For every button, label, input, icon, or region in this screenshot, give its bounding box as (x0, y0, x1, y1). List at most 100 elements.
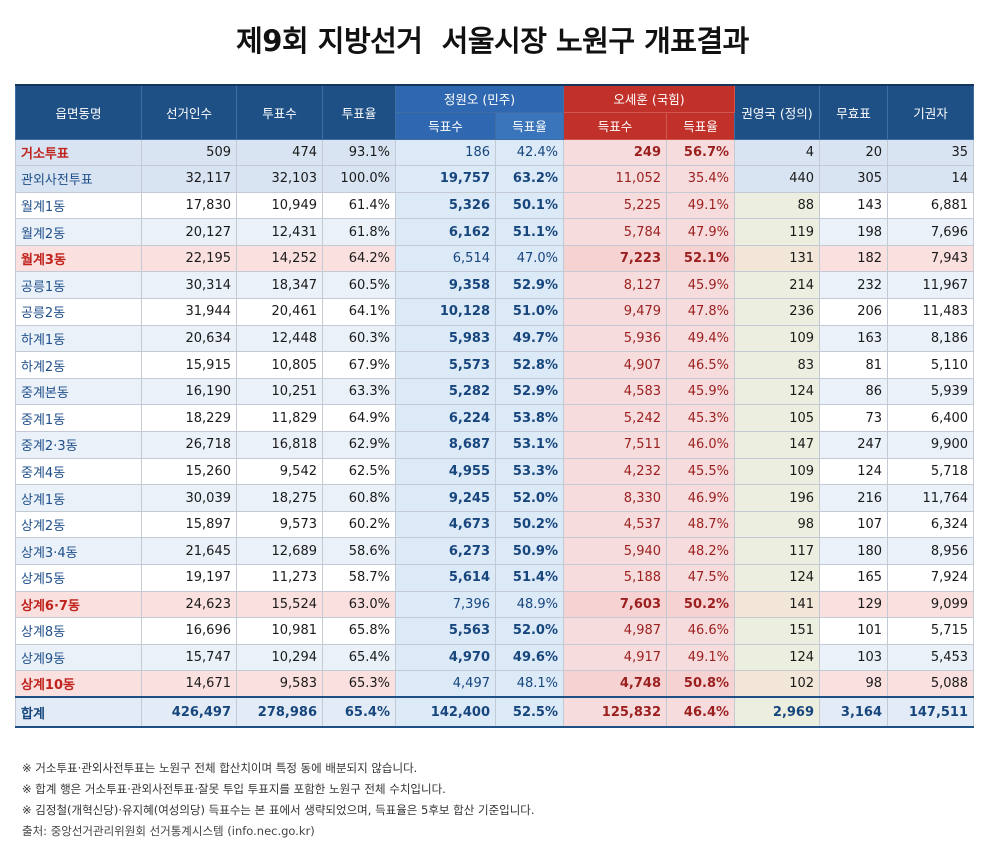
cell-o-votes: 5,936 (563, 324, 668, 353)
cell-voters: 9,573 (236, 510, 323, 539)
cell-abstain: 5,715 (887, 617, 975, 645)
cell-turnout: 61.8% (322, 218, 396, 246)
footnotes: ※ 거소투표·관외사전투표는 노원구 전체 합산치이며 특정 동에 배분되지 않… (22, 758, 972, 842)
cell-invalid: 103 (819, 643, 889, 672)
cell-o-votes: 4,537 (563, 510, 668, 539)
cell-g-votes: 4,970 (395, 643, 496, 672)
cell-electors: 15,897 (141, 510, 237, 539)
cell-electors: 19,197 (141, 564, 237, 592)
cell-name: 관외사전투표 (15, 165, 142, 193)
cell-k-votes: 214 (734, 271, 821, 300)
cell-k-votes: 124 (734, 564, 821, 592)
cell-g-votes: 5,282 (395, 377, 496, 406)
header-cand1-rate: 득표율 (494, 111, 565, 140)
cell-o-rate: 45.9% (666, 271, 736, 300)
cell-turnout: 62.9% (322, 431, 396, 459)
cell-invalid: 86 (819, 377, 889, 406)
total-invalid: 3,164 (819, 696, 889, 729)
cell-invalid: 232 (819, 271, 889, 300)
total-o-rate: 46.4% (666, 696, 736, 729)
cell-abstain: 8,956 (887, 537, 975, 565)
cell-o-votes: 5,188 (563, 564, 668, 592)
cell-electors: 17,830 (141, 191, 237, 220)
cell-g-votes: 6,224 (395, 404, 496, 433)
cell-electors: 15,747 (141, 643, 237, 672)
cell-voters: 12,689 (236, 537, 323, 565)
cell-electors: 32,117 (141, 165, 237, 193)
cell-g-votes: 5,573 (395, 351, 496, 379)
table-row: 공릉2동 31,944 20,461 64.1% 10,128 51.0% 9,479 47.… (15, 298, 975, 326)
cell-turnout: 60.5% (322, 271, 396, 300)
cell-turnout: 65.8% (322, 617, 396, 645)
table-row: 중계본동 16,190 10,251 63.3% 5,282 52.9% 4,583 45.9… (15, 377, 975, 406)
cell-o-votes: 249 (563, 138, 668, 167)
cell-voters: 10,949 (236, 191, 323, 220)
header-cand2-votes: 득표수 (563, 111, 668, 140)
cell-o-rate: 49.4% (666, 324, 736, 353)
total-g-votes: 142,400 (395, 696, 496, 729)
cell-g-rate: 51.1% (494, 218, 565, 246)
cell-abstain: 9,900 (887, 431, 975, 459)
cell-invalid: 180 (819, 537, 889, 565)
cell-g-votes: 7,396 (395, 590, 496, 619)
cell-g-votes: 4,673 (395, 510, 496, 539)
table-row: 상계9동 15,747 10,294 65.4% 4,970 49.6% 4,917 49.1… (15, 643, 975, 672)
cell-voters: 10,251 (236, 377, 323, 406)
cell-name: 공릉2동 (15, 298, 142, 326)
cell-g-rate: 42.4% (494, 138, 565, 167)
cell-o-votes: 4,907 (563, 351, 668, 379)
cell-turnout: 64.2% (322, 244, 396, 273)
cell-turnout: 93.1% (322, 138, 396, 167)
cell-abstain: 5,110 (887, 351, 975, 379)
cell-g-rate: 50.9% (494, 537, 565, 565)
cell-electors: 14,671 (141, 670, 237, 698)
cell-g-rate: 53.3% (494, 457, 565, 486)
cell-k-votes: 141 (734, 590, 821, 619)
cell-g-rate: 48.1% (494, 670, 565, 698)
cell-turnout: 62.5% (322, 457, 396, 486)
cell-abstain: 11,764 (887, 484, 975, 512)
cell-turnout: 60.8% (322, 484, 396, 512)
cell-invalid: 107 (819, 510, 889, 539)
cell-name: 중계본동 (15, 377, 142, 406)
cell-k-votes: 109 (734, 457, 821, 486)
cell-k-votes: 88 (734, 191, 821, 220)
cell-k-votes: 109 (734, 324, 821, 353)
cell-o-votes: 5,242 (563, 404, 668, 433)
cell-name: 상계9동 (15, 643, 142, 672)
cell-abstain: 5,453 (887, 643, 975, 672)
cell-o-rate: 56.7% (666, 138, 736, 167)
cell-abstain: 14 (887, 165, 975, 193)
source-note: 출처: 중앙선거관리위원회 선거통계시스템 (info.nec.go.kr) (22, 824, 315, 838)
table-row: 관외사전투표 32,117 32,103 100.0% 19,757 63.2% 11,05… (15, 165, 975, 193)
cell-o-rate: 35.4% (666, 165, 736, 193)
cell-turnout: 63.3% (322, 377, 396, 406)
cell-voters: 474 (236, 138, 323, 167)
cell-k-votes: 124 (734, 643, 821, 672)
cell-abstain: 11,967 (887, 271, 975, 300)
cell-turnout: 65.3% (322, 670, 396, 698)
header-voters: 투표수 (236, 84, 323, 140)
cell-g-rate: 52.9% (494, 377, 565, 406)
cell-o-rate: 50.2% (666, 590, 736, 619)
cell-o-rate: 45.3% (666, 404, 736, 433)
cell-o-rate: 48.2% (666, 537, 736, 565)
cell-voters: 32,103 (236, 165, 323, 193)
cell-voters: 10,981 (236, 617, 323, 645)
table-row: 월계1동 17,830 10,949 61.4% 5,326 50.1% 5,225 49.1… (15, 191, 975, 220)
cell-abstain: 7,924 (887, 564, 975, 592)
cell-o-votes: 7,511 (563, 431, 668, 459)
cell-k-votes: 117 (734, 537, 821, 565)
cell-g-votes: 186 (395, 138, 496, 167)
cell-g-rate: 49.7% (494, 324, 565, 353)
cell-turnout: 65.4% (322, 643, 396, 672)
cell-k-votes: 196 (734, 484, 821, 512)
cell-o-rate: 47.5% (666, 564, 736, 592)
cell-o-rate: 46.5% (666, 351, 736, 379)
cell-turnout: 61.4% (322, 191, 396, 220)
cell-o-rate: 47.8% (666, 298, 736, 326)
cell-g-rate: 49.6% (494, 643, 565, 672)
cell-invalid: 182 (819, 244, 889, 273)
cell-g-rate: 50.1% (494, 191, 565, 220)
cell-o-rate: 48.7% (666, 510, 736, 539)
